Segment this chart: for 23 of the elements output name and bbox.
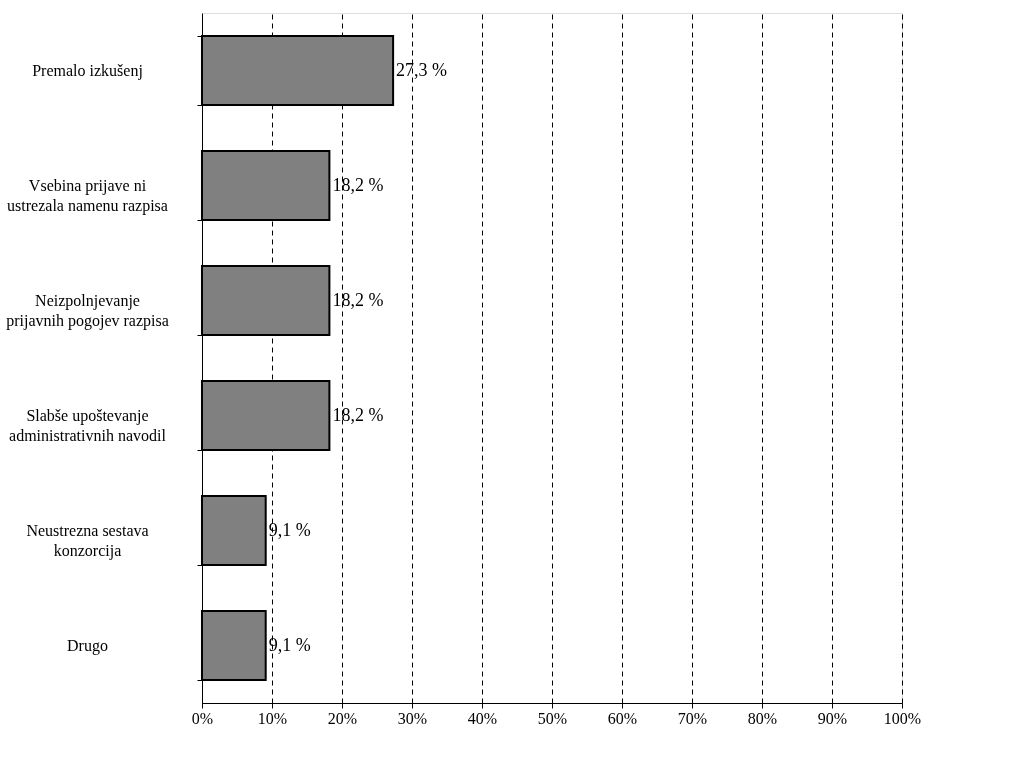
x-tick-label: 20% xyxy=(327,709,358,727)
y-tick-label: Slabše upoštevanje administrativnih navodil xyxy=(9,407,167,444)
y-tick-label: Premalo izkušenj xyxy=(32,62,143,80)
x-tick-label: 30% xyxy=(397,709,428,727)
x-tick-label: 90% xyxy=(817,709,848,727)
data-label: 9,1 % xyxy=(268,519,311,540)
x-tick-label: 60% xyxy=(607,709,638,727)
data-label: 27,3 % xyxy=(396,59,448,80)
x-tick-label: 70% xyxy=(677,709,708,727)
x-tick-label: 80% xyxy=(747,709,778,727)
data-label: 9,1 % xyxy=(268,634,311,655)
y-tick-label: Neizpolnjevanje prijavnih pogojev razpisa xyxy=(6,292,169,330)
x-tick-label: 100% xyxy=(883,709,922,727)
y-tick-label: Vsebina prijave ni ustrezala namenu razpisa xyxy=(7,177,168,215)
y-tick-label: Drugo xyxy=(67,637,108,655)
data-label: 18,2 % xyxy=(332,174,384,195)
x-tick-label: 0% xyxy=(191,709,214,727)
data-label: 18,2 % xyxy=(332,404,384,425)
x-tick-label: 10% xyxy=(257,709,288,727)
y-tick-label: Neustrezna sestava konzorcija xyxy=(26,522,149,560)
x-tick-label: 40% xyxy=(467,709,498,727)
data-label: 18,2 % xyxy=(332,289,384,310)
x-tick-label: 50% xyxy=(537,709,568,727)
